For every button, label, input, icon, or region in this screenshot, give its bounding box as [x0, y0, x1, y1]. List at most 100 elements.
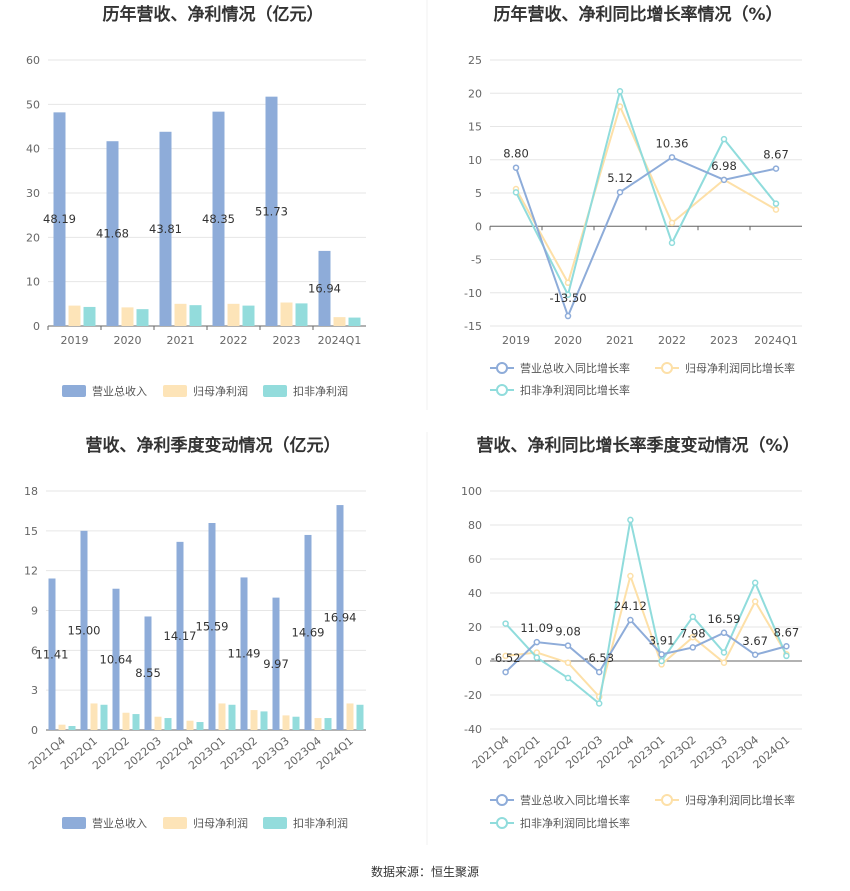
bar: [324, 718, 332, 730]
x-tick-label: 2024Q1: [318, 334, 362, 347]
series-line: [515, 103, 777, 286]
y-tick-label: 12: [24, 565, 38, 578]
data-point: [616, 188, 624, 196]
series-line: [505, 572, 788, 699]
y-tick-label: -10: [464, 287, 482, 300]
y-tick-label: 80: [468, 519, 482, 532]
data-label: 16.59: [708, 612, 741, 626]
data-point: [616, 103, 624, 110]
y-tick-label: 30: [26, 187, 40, 200]
data-point: [616, 88, 624, 95]
data-point: [564, 674, 572, 682]
legend-label: 营业总收入: [92, 384, 147, 398]
data-label: 9.08: [555, 625, 581, 639]
data-point: [772, 206, 780, 213]
y-tick-label: 60: [26, 54, 40, 67]
y-tick-label: 18: [24, 485, 38, 498]
quarterly-growth-rate-chart: 营收、净利同比增长率季度变动情况（%）-40-20020406080100202…: [461, 435, 802, 830]
legend-swatch: [263, 817, 287, 829]
legend-swatch: [62, 385, 86, 397]
data-label: 11.09: [520, 621, 553, 635]
bar: [336, 505, 344, 730]
bar: [227, 303, 240, 326]
data-label: 7.98: [680, 626, 706, 640]
y-tick-label: -20: [464, 689, 482, 702]
x-tick-label: 2019: [502, 334, 530, 347]
bar: [272, 597, 280, 730]
data-point: [751, 579, 759, 587]
data-point: [668, 219, 676, 227]
data-point: [720, 629, 728, 637]
data-point: [720, 135, 728, 143]
y-tick-label: 0: [31, 724, 38, 737]
bar: [295, 303, 308, 326]
data-label: 8.67: [763, 148, 789, 162]
data-label: 6.98: [711, 159, 737, 173]
data-label: 8.67: [774, 625, 800, 639]
x-tick-label: 2024Q1: [314, 734, 356, 772]
data-label: 3.91: [649, 633, 675, 647]
chart-title: 历年营收、净利情况（亿元）: [103, 4, 324, 25]
legend-swatch: [263, 385, 287, 397]
legend-label: 营业总收入: [92, 816, 147, 830]
bar: [83, 306, 96, 326]
bar: [314, 718, 322, 730]
data-label: 16.94: [324, 611, 357, 625]
bar: [186, 720, 194, 730]
x-tick-label: 2024Q1: [754, 334, 798, 347]
bar: [189, 305, 202, 326]
legend-swatch: [163, 817, 187, 829]
data-source-text: 数据来源：恒生聚源: [371, 864, 479, 879]
bar: [80, 530, 88, 730]
data-point: [689, 633, 697, 641]
x-tick-label: 2023: [273, 334, 301, 347]
bar: [304, 534, 312, 730]
bar: [159, 131, 172, 326]
y-tick-label: -15: [464, 320, 482, 333]
annual-growth-rate-chart: 历年营收、净利同比增长率情况（%） -15 -10 -5 0 5 10 15 20 25 2019 2…: [464, 4, 802, 397]
y-tick-label: 20: [468, 621, 482, 634]
data-label: -6.53: [584, 651, 614, 665]
data-point: [595, 668, 603, 676]
y-tick-label: 0: [33, 320, 40, 333]
data-point: [689, 613, 697, 621]
data-label: 8.80: [503, 147, 529, 161]
x-tick-label: 2021: [606, 334, 634, 347]
bar: [136, 309, 149, 326]
legend-label: 营业总收入同比增长率: [520, 361, 630, 375]
y-tick-label: 0: [475, 220, 482, 233]
bar: [144, 616, 152, 730]
legend-label: 归母净利润: [193, 384, 248, 398]
y-tick-label: 6: [31, 644, 38, 657]
series-line: [515, 87, 777, 298]
y-tick-label: 25: [468, 54, 482, 67]
data-point: [502, 668, 509, 676]
x-tick-label: 2020: [114, 334, 142, 347]
bar: [346, 703, 354, 730]
bar: [292, 716, 300, 730]
data-point: [627, 572, 634, 580]
x-tick-label: 2023: [710, 334, 738, 347]
data-point: [533, 638, 541, 646]
data-label: 24.12: [614, 599, 647, 613]
bar: [176, 541, 184, 730]
y-tick-label: 10: [26, 276, 40, 289]
series-line: [504, 519, 788, 706]
bar: [282, 715, 290, 730]
bar: [356, 704, 364, 730]
data-label: 48.35: [202, 212, 235, 226]
y-tick-label: 10: [468, 154, 482, 167]
bar: [265, 96, 278, 326]
data-point: [564, 312, 572, 320]
bar: [53, 112, 66, 326]
bar: [154, 716, 162, 730]
bar: [280, 302, 293, 326]
data-label: 14.69: [292, 625, 325, 639]
chart-title: 历年营收、净利同比增长率情况（%）: [493, 4, 782, 25]
data-point: [512, 164, 520, 171]
legend-label: 归母净利润: [193, 816, 248, 830]
bar: [218, 703, 226, 730]
series-line: [515, 156, 777, 319]
y-tick-label: 15: [468, 121, 482, 134]
